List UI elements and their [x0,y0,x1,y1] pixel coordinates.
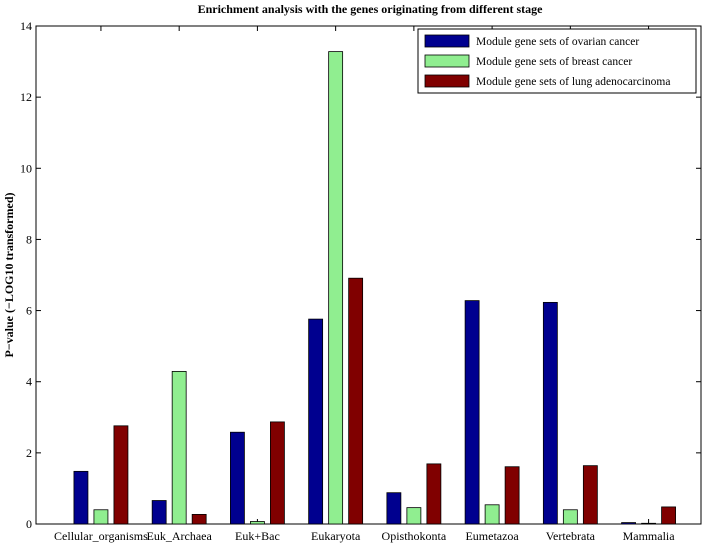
bar [73,470,89,525]
y-axis-label: P−value (−LOG10 transformed) [2,193,16,358]
y-tick-label: 8 [26,232,32,246]
bar [191,513,207,525]
x-tick-label: Vertebrata [546,529,596,543]
x-tick-label: Euk+Bac [235,529,280,543]
x-tick-label: Mammalia [623,529,676,543]
bar [406,507,422,525]
bar [484,504,500,525]
legend-label: Module gene sets of breast cancer [476,56,632,68]
bar [641,522,656,525]
y-tick-label: 2 [26,446,32,460]
bar [621,522,636,525]
bar [582,465,598,525]
x-tick-label: Opisthokonta [382,529,447,543]
bar [250,521,265,525]
bar [113,425,129,525]
legend-swatch [424,74,470,88]
bar [464,300,480,525]
legend: Module gene sets of ovarian cancer Module… [417,28,697,94]
legend-label: Module gene sets of lung adenocarcinoma [476,76,670,88]
x-tick-label: Euk_Archaea [147,529,213,543]
x-tick-label: Cellular_organisms [54,529,148,543]
y-tick-label: 0 [26,517,32,531]
y-tick-label: 6 [26,304,32,318]
bar [171,370,187,525]
bar [328,51,344,525]
bar [230,431,245,525]
legend-label: Module gene sets of ovarian cancer [476,36,639,48]
legend-swatch [424,54,470,68]
x-tick-label: Eukaryota [311,529,361,543]
bar [504,466,520,525]
y-tick-label: 4 [26,375,32,389]
y-tick-label: 12 [20,90,32,104]
bar [308,318,324,525]
bar [386,492,402,525]
plot-area: 0 2 4 6 8 10 12 14 Cellular_organismsEuk_Archaea… [20,19,702,543]
bar [562,509,578,525]
chart-title: Enrichment analysis with the genes origi… [198,2,544,16]
bar [151,500,167,525]
x-tick-label: Eumetazoa [465,529,519,543]
bar [348,277,364,525]
legend-swatch [424,34,470,48]
y-tick-label: 10 [20,161,32,175]
bar [426,463,442,525]
y-tick-label: 14 [20,19,32,33]
bar [93,509,109,525]
bar [661,506,676,525]
bar [270,421,285,525]
bar [542,301,558,525]
axes-box [35,25,702,525]
